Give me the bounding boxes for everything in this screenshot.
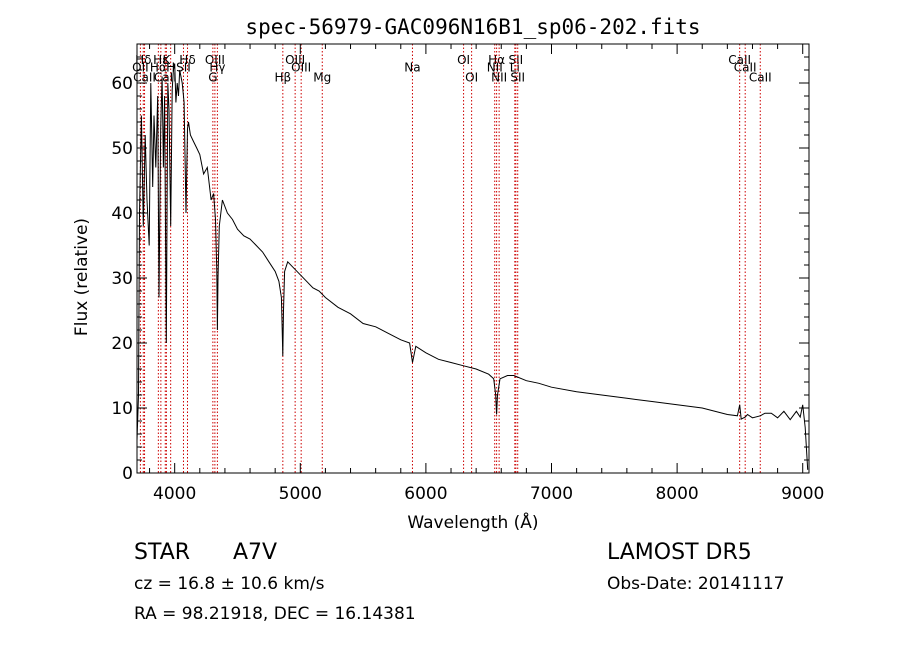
line-label-14: OIII — [291, 60, 311, 74]
x-tick-label-4000: 4000 — [153, 484, 196, 504]
line-label-12: G — [208, 71, 217, 85]
line-label-3: Hε — [153, 53, 169, 67]
line-label-9: Hδ — [179, 53, 195, 67]
line-label-16: Mg — [313, 71, 331, 85]
line-label-11: Hγ — [209, 60, 225, 74]
line-label-15: Hβ — [274, 71, 291, 85]
spectrum-series — [136, 63, 809, 470]
x-axis: 4000 5000 6000 7000 8000 9000 — [149, 44, 824, 504]
line-label-28: CaII — [749, 71, 772, 85]
x-tick-label-7000: 7000 — [530, 484, 573, 504]
y-tick-label-50: 50 — [111, 139, 133, 159]
line-label-1: OII — [132, 60, 149, 74]
x-tick-label-8000: 8000 — [655, 484, 698, 504]
y-tick-label-30: 30 — [111, 269, 133, 289]
line-label-18: OI — [457, 53, 470, 67]
line-label-26: CaII — [728, 53, 751, 67]
line-label-22: NII — [491, 71, 507, 85]
line-label-10: OIII — [205, 53, 225, 67]
line-label-19: OI — [465, 71, 478, 85]
line-label-7: H — [166, 60, 175, 74]
line-label-4: K — [162, 53, 171, 67]
plot-frame — [136, 43, 810, 474]
line-label-24: Li — [510, 60, 520, 74]
x-tick-label-9000: 9000 — [781, 484, 824, 504]
line-label-17: Na — [404, 60, 420, 74]
line-label-13: OIII — [285, 53, 305, 67]
spectrum-line-0 — [136, 63, 809, 470]
y-tick-label-60: 60 — [111, 74, 133, 94]
coordinates: RA = 98.21918, DEC = 16.14381 — [134, 604, 416, 624]
chart-title: spec-56979-GAC096N16B1_sp06-202.fits — [245, 15, 700, 39]
y-tick-label-20: 20 — [111, 334, 133, 354]
x-axis-label: Wavelength (Å) — [407, 511, 538, 533]
line-label-23: SII — [508, 53, 523, 67]
line-label-27: CaII — [734, 60, 757, 74]
x-tick-label-6000: 6000 — [404, 484, 447, 504]
observation-date: Obs-Date: 20141117 — [607, 574, 785, 594]
redshift-value: cz = 16.8 ± 10.6 km/s — [134, 574, 325, 594]
y-axis: 0 10 20 30 40 50 60 — [111, 56, 809, 484]
spectral-subclass: A7V — [233, 540, 278, 565]
line-label-6: CaII — [154, 71, 177, 85]
y-axis-label: Flux (relative) — [72, 218, 92, 336]
y-tick-label-10: 10 — [111, 399, 133, 419]
line-label-5: Hα — [150, 60, 167, 74]
y-tick-label-40: 40 — [111, 204, 133, 224]
line-label-21: NII — [487, 60, 503, 74]
object-class: STAR — [134, 540, 191, 565]
line-label-20: Hα — [488, 53, 505, 67]
line-label-2: CaII — [133, 71, 156, 85]
line-label-25: SII — [510, 71, 525, 85]
x-tick-label-5000: 5000 — [279, 484, 322, 504]
survey-name: LAMOST DR5 — [607, 540, 752, 565]
y-tick-label-0: 0 — [122, 464, 133, 484]
